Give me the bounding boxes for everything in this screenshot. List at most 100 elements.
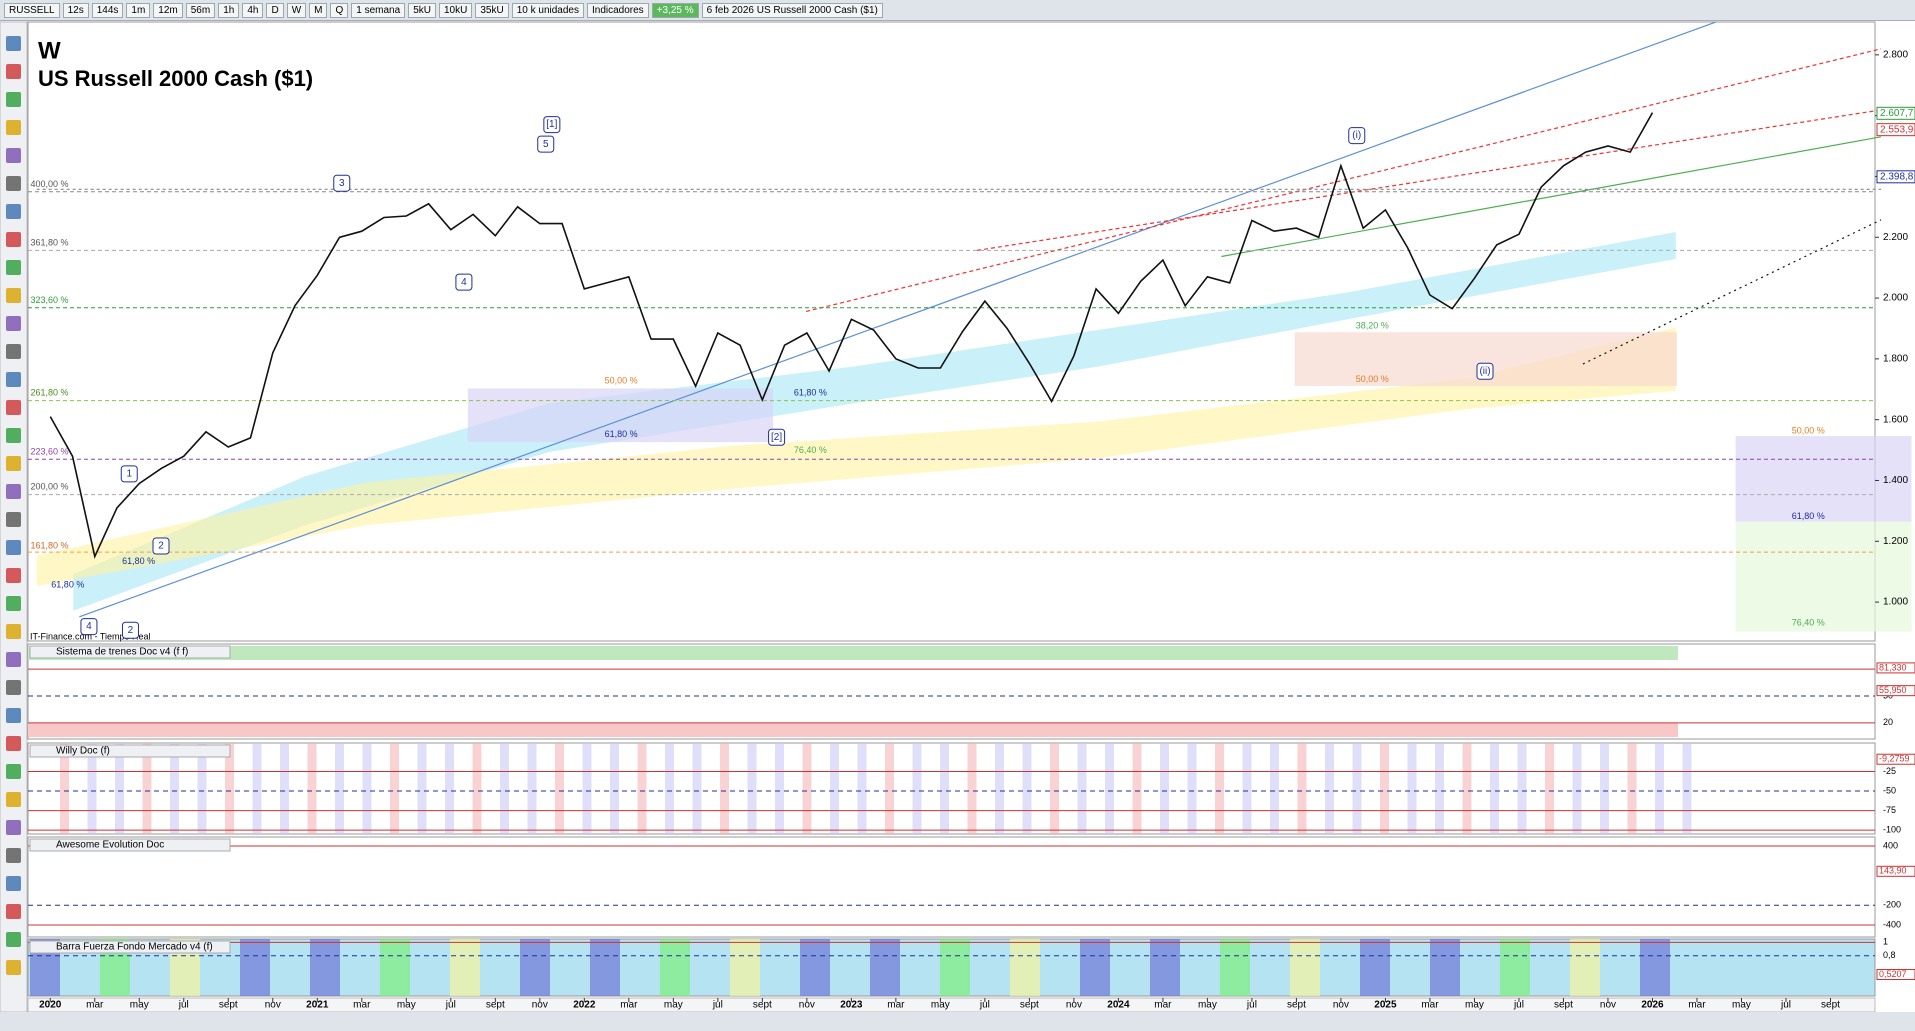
tool-icon[interactable] — [6, 232, 21, 247]
indicator-value-label: 0,5207 — [1879, 969, 1907, 979]
tool-icon[interactable] — [6, 372, 21, 387]
tool-icon[interactable] — [6, 260, 21, 275]
indicators-button[interactable]: Indicadores — [586, 2, 649, 18]
y-tick-label: 2.800 — [1883, 49, 1908, 60]
tool-icon[interactable] — [6, 960, 21, 975]
fib-label: 50,00 % — [1792, 426, 1825, 436]
timeframe-button[interactable]: M — [309, 2, 328, 18]
tool-icon[interactable] — [6, 652, 21, 667]
tool-icon[interactable] — [6, 820, 21, 835]
zone-stripe — [1435, 743, 1444, 834]
tool-icon[interactable] — [6, 36, 21, 51]
zone-stripe — [1160, 743, 1169, 834]
zone-stripe — [1352, 743, 1362, 834]
tool-icon[interactable] — [6, 64, 21, 79]
indicator-title: Sistema de trenes Doc v4 (f f) — [56, 647, 188, 658]
unit-button[interactable]: 35kU — [475, 2, 509, 18]
wave-box — [543, 116, 561, 134]
x-tick-label: jul — [1246, 1000, 1257, 1011]
tool-icon[interactable] — [6, 764, 21, 779]
zone-stripe — [1572, 743, 1582, 834]
x-tick-label: 2023 — [840, 1000, 863, 1011]
timeframe-button[interactable]: 56m — [185, 2, 216, 18]
wave-label: 4 — [461, 277, 467, 288]
zone-stripe — [692, 743, 702, 834]
x-tick-label: sept — [219, 1000, 238, 1011]
tool-icon[interactable] — [6, 932, 21, 947]
fib-box — [1735, 521, 1912, 632]
tool-icon[interactable] — [6, 736, 21, 751]
timeframe-button[interactable]: 12m — [153, 2, 183, 18]
zone-stripe — [1640, 939, 1670, 996]
zone-stripe — [967, 743, 977, 834]
change-badge: +3,25 % — [651, 2, 699, 18]
tool-icon[interactable] — [6, 876, 21, 891]
timeframe-button[interactable]: Q — [330, 2, 349, 18]
tool-icon[interactable] — [6, 400, 21, 415]
tool-icon[interactable] — [6, 344, 21, 359]
tool-icon[interactable] — [6, 512, 21, 527]
tool-icon[interactable] — [6, 904, 21, 919]
price-label-box — [1876, 123, 1915, 137]
period-select[interactable]: 1 semana — [351, 2, 406, 18]
toolbar: RUSSELL 12s 144s 1m 12m 56m 1h 4h D W M Q 1 semana 5k… — [0, 0, 1915, 21]
tool-icon[interactable] — [6, 120, 21, 135]
tool-icon[interactable] — [6, 176, 21, 191]
unit-button[interactable]: 5kU — [408, 2, 436, 18]
tool-icon[interactable] — [6, 484, 21, 499]
zone-stripe — [1655, 743, 1664, 834]
indicator-tick-label: 400 — [1883, 840, 1898, 850]
tool-icon[interactable] — [6, 708, 21, 723]
y-tick-label: 1.800 — [1883, 354, 1908, 365]
fib-label: 61,80 % — [605, 429, 638, 439]
timeframe-button[interactable]: 1m — [126, 2, 151, 18]
tool-icon[interactable] — [6, 92, 21, 107]
symbol-select[interactable]: RUSSELL — [4, 2, 60, 18]
cloud-band — [36, 327, 1676, 587]
tool-icon[interactable] — [6, 568, 21, 583]
zone-stripe — [445, 743, 454, 834]
wave-box — [1476, 362, 1494, 380]
timeframe-button[interactable]: W — [286, 2, 307, 18]
tool-icon[interactable] — [6, 624, 21, 639]
zone-stripe — [1220, 939, 1250, 996]
unit-size-select[interactable]: 10 k unidades — [511, 2, 584, 18]
x-tick-label: may — [130, 1000, 149, 1011]
tool-icon[interactable] — [6, 680, 21, 695]
zone-stripe — [1022, 743, 1032, 834]
tool-icon[interactable] — [6, 792, 21, 807]
tool-icon[interactable] — [6, 456, 21, 471]
wave-box — [768, 428, 786, 446]
tool-icon[interactable] — [6, 288, 21, 303]
zone-stripe — [1360, 939, 1390, 996]
tool-icon[interactable] — [6, 316, 21, 331]
zone-stripe — [335, 743, 344, 834]
y-tick-label: 2.000 — [1883, 293, 1908, 304]
tool-icon[interactable] — [6, 148, 21, 163]
wave-label: 5 — [543, 139, 549, 150]
fib-label: 200,00 % — [31, 482, 69, 492]
timeframe-button[interactable]: 144s — [91, 2, 124, 18]
indicator-tick-label: 0,8 — [1883, 950, 1896, 960]
tool-icon[interactable] — [6, 848, 21, 863]
timeframe-button[interactable]: D — [266, 2, 284, 18]
fib-label: 161,80 % — [31, 540, 69, 550]
x-axis-bar — [27, 997, 1876, 1013]
unit-button[interactable]: 10kU — [438, 2, 473, 18]
indicator-title-box — [29, 940, 231, 954]
timeframe-button[interactable]: 12s — [62, 2, 89, 18]
tool-icon[interactable] — [6, 204, 21, 219]
timeframe-button[interactable]: 1h — [218, 2, 240, 18]
zone-stripe — [555, 743, 564, 834]
tool-icon[interactable] — [6, 428, 21, 443]
timeframe-button[interactable]: 4h — [242, 2, 264, 18]
x-tick-label: sept — [1287, 1000, 1306, 1011]
tool-icon[interactable] — [6, 596, 21, 611]
zone-stripe — [115, 743, 124, 834]
zone-stripe — [240, 939, 270, 996]
indicator-value-box — [1876, 865, 1915, 877]
tool-icon[interactable] — [6, 540, 21, 555]
wave-label: 4 — [86, 621, 92, 632]
x-tick-label: sept — [1020, 1000, 1039, 1011]
